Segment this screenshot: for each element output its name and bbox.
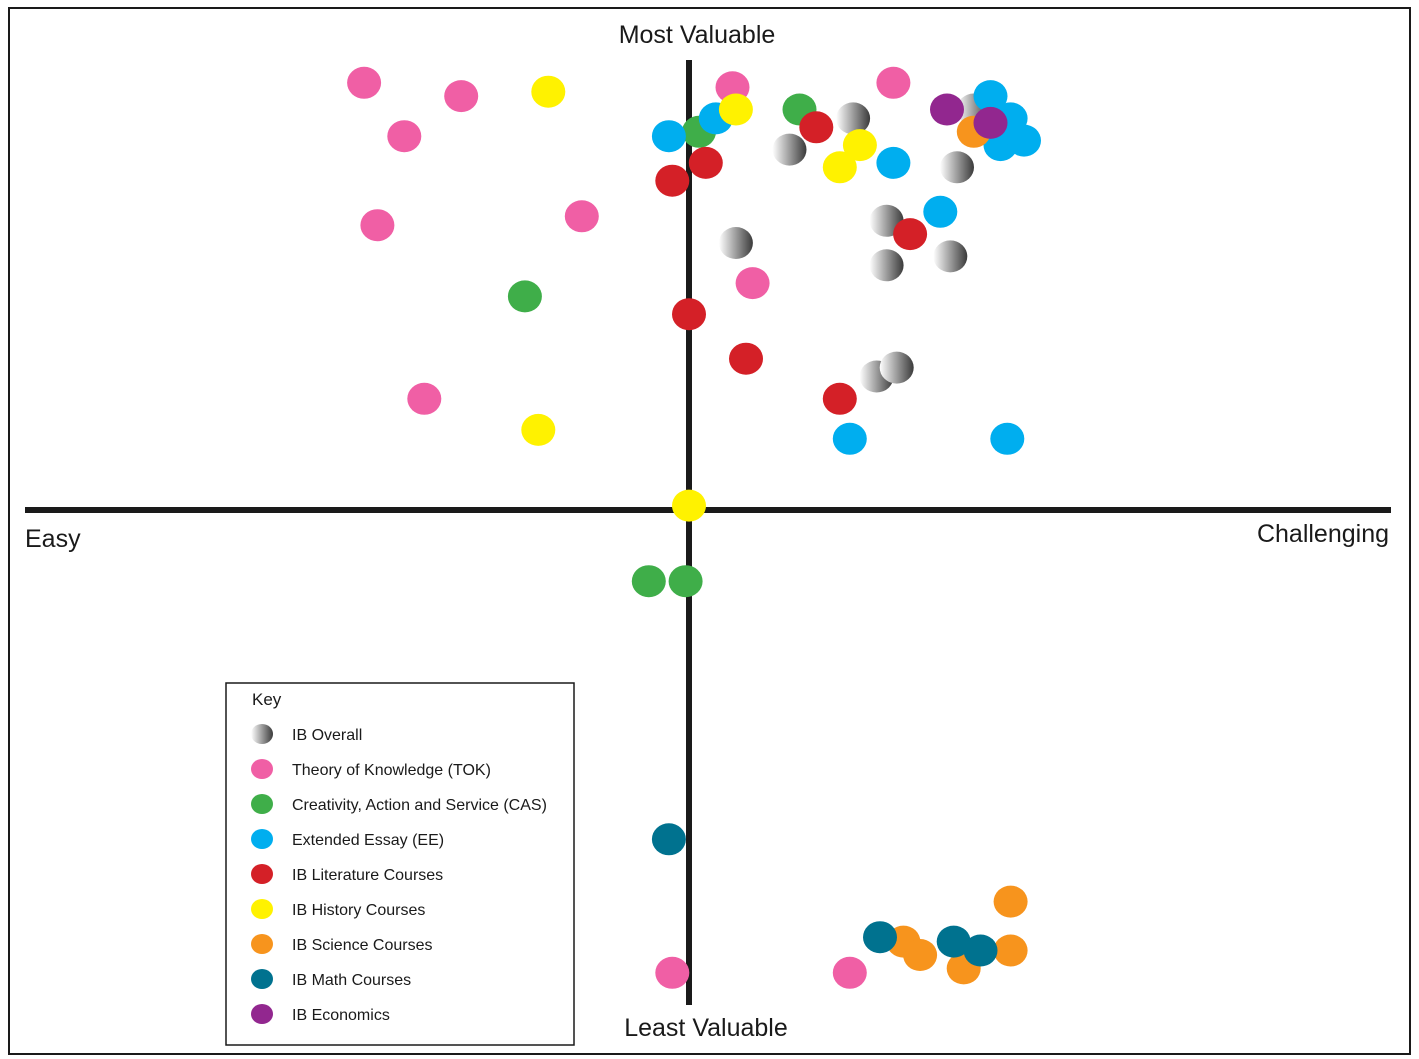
legend-swatch-4: [251, 864, 273, 884]
point-series-3-5: [1007, 124, 1041, 157]
legend-label-7: IB Math Courses: [292, 972, 411, 989]
point-series-2-0: [507, 280, 542, 313]
legend-swatch-2: [251, 794, 273, 814]
top-axis-label: Most Valuable: [619, 21, 776, 49]
point-series-4-4: [672, 298, 706, 331]
legend-swatch-5: [251, 899, 273, 919]
point-series-1-7: [876, 66, 911, 99]
legend-title: Key: [252, 690, 282, 709]
point-series-5-3: [822, 151, 857, 184]
legend-label-0: IB Overall: [292, 727, 362, 744]
point-series-3-8: [832, 422, 867, 455]
point-series-5-4: [521, 413, 556, 446]
legend: Key IB Overall Theory of Knowledge (TOK) C…: [225, 682, 575, 1046]
legend-items: IB Overall Theory of Knowledge (TOK) Creat…: [251, 724, 547, 1024]
legend-swatch-0: [251, 724, 273, 744]
point-series-4-2: [688, 146, 723, 179]
point-series-1-3: [360, 209, 395, 242]
point-series-3-2: [973, 80, 1008, 113]
point-series-6-2: [903, 939, 938, 971]
point-series-1-5: [407, 382, 442, 415]
legend-label-8: IB Economics: [292, 1007, 390, 1024]
point-series-7-0: [651, 823, 686, 856]
legend-swatch-1: [251, 759, 273, 779]
point-series-7-3: [963, 934, 998, 967]
point-series-3-7: [923, 195, 958, 228]
legend-label-2: Creativity, Action and Service (CAS): [292, 797, 547, 814]
point-series-7-2: [936, 925, 971, 958]
point-series-0-6: [869, 249, 904, 282]
point-series-4-0: [799, 111, 834, 144]
bottom-axis-label: Least Valuable: [624, 1014, 788, 1042]
point-series-7-1: [863, 921, 897, 954]
point-series-5-5: [672, 489, 706, 522]
legend-label-5: IB History Courses: [292, 902, 425, 919]
point-series-0-7: [933, 240, 968, 273]
point-series-8-0: [930, 93, 964, 126]
point-series-3-1: [651, 120, 686, 153]
point-series-1-0: [347, 66, 382, 99]
point-series-1-4: [564, 200, 599, 233]
point-series-0-1: [772, 133, 807, 166]
legend-swatch-3: [251, 829, 273, 849]
legend-label-4: IB Literature Courses: [292, 867, 443, 884]
point-series-0-9: [879, 351, 914, 384]
point-series-1-1: [444, 80, 479, 113]
point-series-0-4: [718, 227, 753, 259]
legend-swatch-7: [251, 969, 273, 989]
point-series-4-1: [655, 164, 690, 197]
point-series-0-0: [836, 102, 871, 135]
point-series-5-2: [842, 129, 877, 162]
right-axis-label: Challenging: [1257, 520, 1389, 548]
legend-swatch-6: [251, 934, 273, 954]
point-series-1-11: [832, 956, 867, 989]
point-series-6-4: [993, 885, 1028, 918]
legend-label-6: IB Science Courses: [292, 937, 433, 954]
legend-label-3: Extended Essay (EE): [292, 832, 444, 849]
point-series-5-1: [718, 93, 753, 126]
point-series-6-5: [993, 934, 1028, 967]
point-series-5-0: [531, 75, 566, 108]
point-series-3-6: [876, 146, 911, 179]
point-series-0-3: [940, 151, 974, 184]
point-series-1-10: [655, 956, 690, 989]
point-series-4-6: [822, 382, 857, 415]
point-series-1-2: [387, 120, 422, 153]
point-series-1-8: [735, 267, 770, 300]
point-series-4-3: [893, 218, 928, 251]
point-series-2-3: [631, 565, 666, 598]
legend-box: [225, 682, 575, 1046]
legend-label-1: Theory of Knowledge (TOK): [292, 762, 491, 779]
point-series-2-4: [668, 565, 703, 598]
point-series-8-1: [973, 106, 1008, 139]
point-series-3-9: [990, 422, 1025, 455]
point-series-4-5: [729, 342, 763, 375]
left-axis-label: Easy: [25, 525, 81, 553]
legend-swatch-8: [251, 1004, 273, 1024]
